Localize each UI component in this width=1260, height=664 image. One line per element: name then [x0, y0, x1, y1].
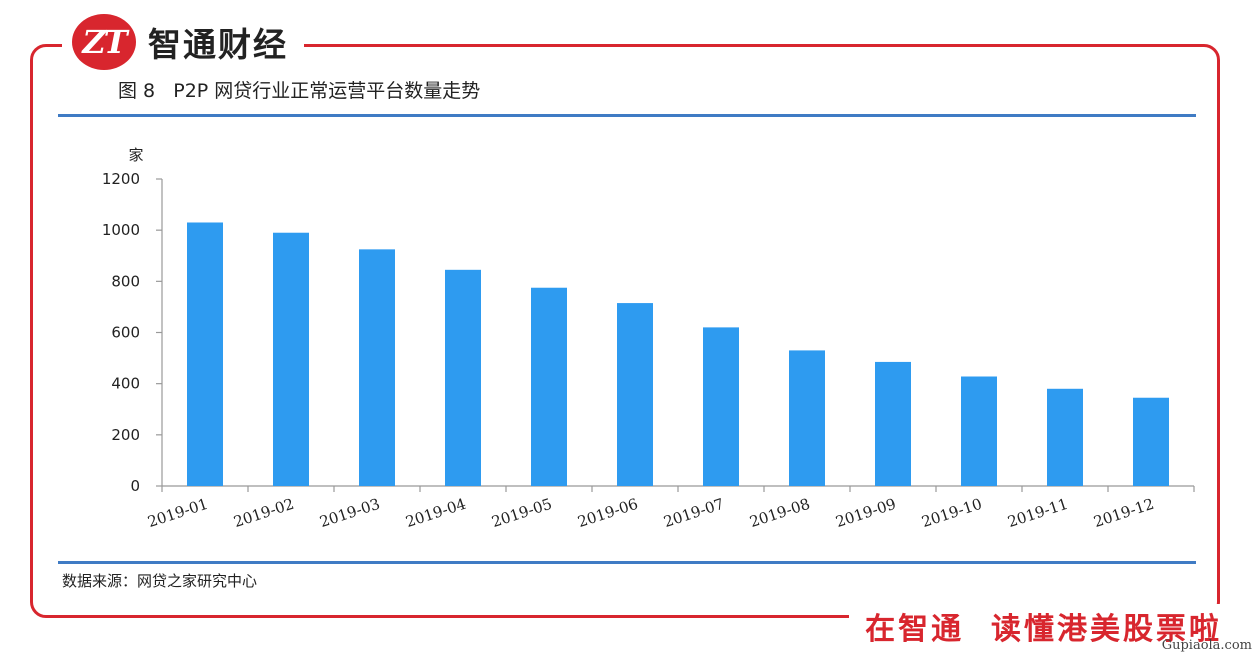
- slogan: 在智通 读懂港美股票啦: [849, 604, 1228, 648]
- watermark: Gupiaola.com: [1161, 638, 1252, 653]
- x-tick-label: 2019-09: [833, 495, 898, 531]
- bar: [273, 232, 309, 486]
- bar: [617, 303, 653, 486]
- x-tick-label: 2019-10: [919, 495, 984, 531]
- brand-name: 智通财经: [148, 25, 288, 64]
- y-tick-label: 1200: [102, 170, 140, 188]
- y-tick-label: 400: [111, 375, 140, 393]
- x-tick-label: 2019-03: [317, 495, 382, 531]
- bar: [187, 222, 223, 486]
- red-frame: [30, 44, 1220, 618]
- x-tick-label: 2019-02: [231, 495, 296, 531]
- brand-logo: ZT: [72, 14, 136, 70]
- x-tick-label: 2019-12: [1091, 495, 1156, 531]
- y-tick-label: 1000: [102, 221, 140, 239]
- bar: [875, 361, 911, 486]
- x-tick-label: 2019-08: [747, 495, 812, 531]
- source-rule: [58, 561, 1196, 564]
- y-tick-label: 600: [111, 324, 140, 342]
- title-rule: [58, 114, 1196, 117]
- bar: [703, 327, 739, 486]
- y-tick-label: 0: [130, 477, 140, 495]
- bar: [359, 249, 395, 486]
- x-tick-label: 2019-06: [575, 495, 640, 531]
- x-tick-label: 2019-11: [1005, 495, 1070, 531]
- y-tick-label: 800: [111, 272, 140, 290]
- y-unit-label: 家: [128, 146, 143, 164]
- y-tick-label: 200: [111, 426, 140, 444]
- source-note: 数据来源：网贷之家研究中心: [62, 572, 258, 590]
- figure-title: 图 8 P2P 网贷行业正常运营平台数量走势: [118, 80, 481, 102]
- x-tick-label: 2019-04: [403, 495, 468, 531]
- bar: [961, 376, 997, 486]
- bar: [531, 287, 567, 486]
- bar: [789, 350, 825, 486]
- x-tick-label: 2019-07: [661, 495, 726, 531]
- bar: [445, 269, 481, 486]
- x-tick-label: 2019-05: [489, 495, 554, 531]
- bar: [1047, 388, 1083, 486]
- x-tick-label: 2019-01: [145, 495, 210, 531]
- bar: [1133, 397, 1169, 486]
- brand-header: ZT 智通财经: [62, 10, 304, 74]
